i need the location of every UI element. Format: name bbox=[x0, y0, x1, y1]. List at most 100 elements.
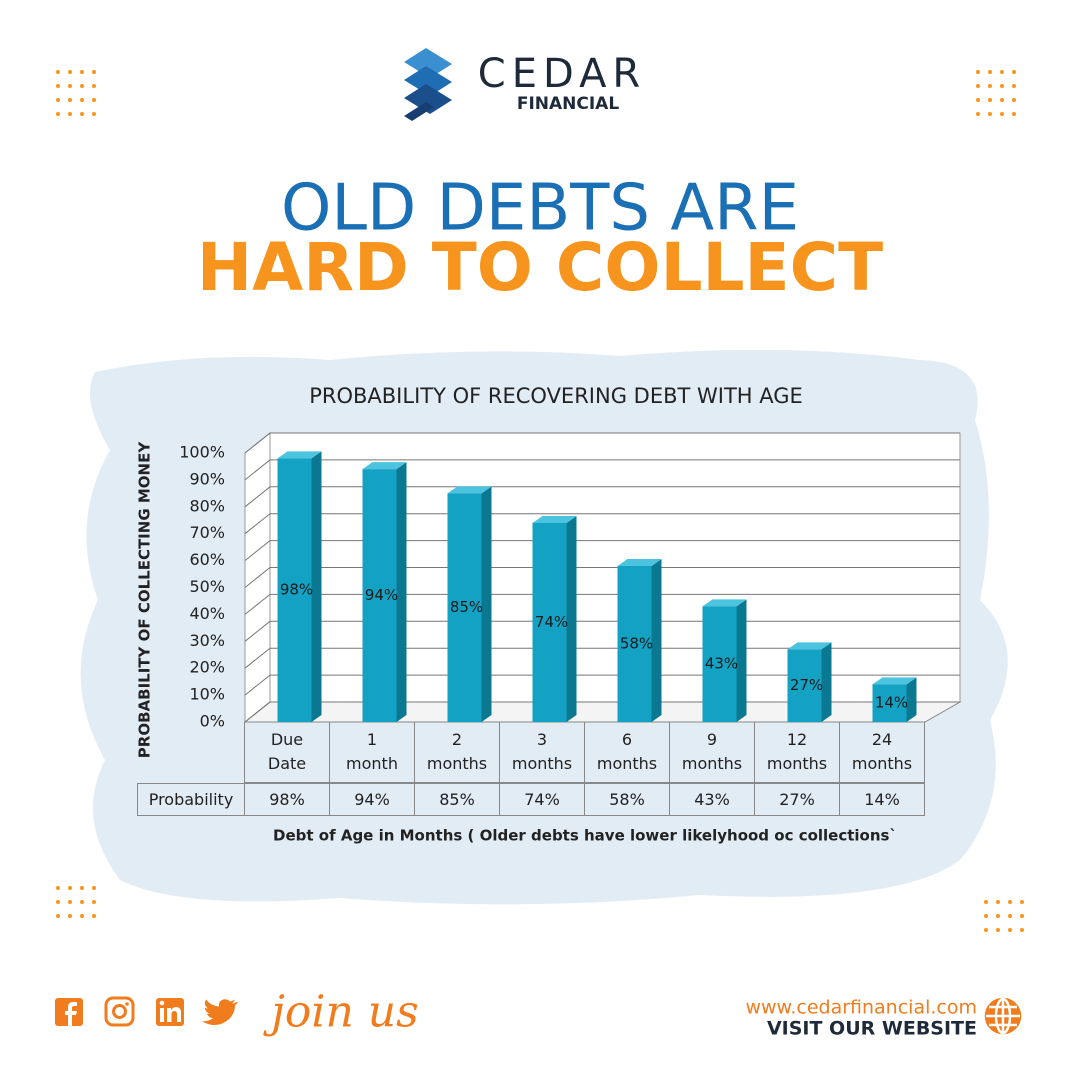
x-tick-label: 24 months bbox=[840, 722, 925, 783]
website-url[interactable]: www.cedarfinancial.com bbox=[745, 997, 977, 1019]
table-value-text: 94% bbox=[354, 789, 390, 809]
bar-top bbox=[787, 642, 832, 650]
bar-top bbox=[277, 451, 322, 459]
bar bbox=[787, 649, 822, 722]
value-label: 14% bbox=[875, 694, 908, 712]
x-axis-title: Debt of Age in Months ( Older debts have… bbox=[273, 827, 897, 845]
brand-sub: FINANCIAL bbox=[517, 94, 620, 114]
table-corner bbox=[137, 722, 245, 783]
bar bbox=[872, 684, 907, 722]
headline-line2: HARD TO COLLECT bbox=[197, 229, 883, 306]
x-tick-label-text: 6 months bbox=[596, 730, 658, 773]
y-tick-label: 0% bbox=[200, 712, 225, 731]
y-tick-label: 80% bbox=[189, 496, 225, 515]
website-cta[interactable]: VISIT OUR WEBSITE bbox=[767, 1018, 977, 1040]
grid-line bbox=[244, 486, 960, 508]
table-row-label: Probability bbox=[137, 783, 245, 816]
table-value-text: 85% bbox=[439, 789, 475, 809]
x-tick-label-text: 2 months bbox=[426, 730, 488, 773]
x-tick-label: 12 months bbox=[755, 722, 840, 783]
y-tick-label: 40% bbox=[189, 604, 225, 623]
bar-top bbox=[532, 515, 577, 523]
y-tick-label: 50% bbox=[189, 577, 225, 596]
x-tick-label: 9 months bbox=[670, 722, 755, 783]
y-tick-label: 90% bbox=[189, 469, 225, 488]
x-tick-label: 6 months bbox=[585, 722, 670, 783]
y-tick-label: 10% bbox=[189, 685, 225, 704]
table-value: 85% bbox=[415, 783, 500, 816]
x-tick-label: 3 months bbox=[500, 722, 585, 783]
y-tick-label: 70% bbox=[189, 523, 225, 542]
bar-top bbox=[872, 677, 917, 685]
value-label: 98% bbox=[280, 581, 313, 599]
y-tick-label: 60% bbox=[189, 550, 225, 569]
value-label: 27% bbox=[790, 676, 823, 694]
bar bbox=[617, 565, 652, 722]
table-value: 74% bbox=[500, 783, 585, 816]
table-value-text: 43% bbox=[694, 789, 730, 809]
bar-side bbox=[821, 642, 832, 722]
table-value-text: 58% bbox=[609, 789, 645, 809]
table-value-text: 14% bbox=[864, 789, 900, 809]
bar-side bbox=[736, 599, 747, 722]
x-tick-label-text: 12 months bbox=[766, 730, 828, 773]
chart-title: PROBABILITY OF RECOVERING DEBT WITH AGE bbox=[309, 384, 803, 408]
bar-side bbox=[481, 486, 492, 722]
value-label: 43% bbox=[705, 655, 738, 673]
x-tick-label-text: 24 months bbox=[851, 730, 913, 773]
bar bbox=[447, 493, 482, 722]
bar bbox=[277, 458, 312, 722]
bar-side bbox=[396, 462, 407, 722]
bar-side bbox=[566, 515, 577, 722]
table-row-label-text: Probability bbox=[148, 789, 234, 809]
x-tick-label: Due Date bbox=[245, 722, 330, 783]
value-label: 74% bbox=[535, 613, 568, 631]
bar-top bbox=[447, 486, 492, 494]
grid-line bbox=[244, 593, 960, 615]
bar bbox=[362, 469, 397, 722]
globe-icon bbox=[984, 997, 1022, 1035]
y-tick-label: 100% bbox=[179, 443, 225, 462]
table-value: 27% bbox=[755, 783, 840, 816]
join-us: join us bbox=[262, 987, 418, 1038]
grid-line bbox=[244, 432, 960, 454]
bar-top bbox=[362, 462, 407, 470]
y-tick-label: 20% bbox=[189, 658, 225, 677]
bar-side bbox=[651, 558, 662, 722]
bar bbox=[702, 606, 737, 722]
logo-icon bbox=[404, 48, 452, 121]
dot-grids bbox=[56, 70, 1024, 932]
grid-line bbox=[244, 567, 960, 588]
grid-line bbox=[244, 540, 960, 561]
x-tick-label-text: 9 months bbox=[681, 730, 743, 773]
bar-top bbox=[617, 558, 662, 566]
table-value: 58% bbox=[585, 783, 670, 816]
x-tick-label-text: Due Date bbox=[267, 730, 307, 773]
table-value-text: 27% bbox=[779, 789, 815, 809]
x-tick-label: 2 months bbox=[415, 722, 500, 783]
bar-top bbox=[702, 599, 747, 607]
table-value-text: 74% bbox=[524, 789, 560, 809]
table-value: 94% bbox=[330, 783, 415, 816]
x-tick-label-text: 3 months bbox=[511, 730, 573, 773]
x-tick-label: 1 month bbox=[330, 722, 415, 783]
y-axis-title: PROBABILITY OF COLLECTING MONEY bbox=[136, 441, 154, 759]
brand: CEDAR bbox=[478, 51, 646, 97]
plot-floor bbox=[243, 701, 962, 723]
table-value: 98% bbox=[245, 783, 330, 816]
value-label: 58% bbox=[620, 634, 653, 652]
grid-line bbox=[244, 459, 960, 481]
headline-line1: OLD DEBTS ARE bbox=[281, 172, 799, 246]
data-table: Due Date 1 month 2 months 3 months 6 months 9… bbox=[137, 722, 925, 816]
table-value: 43% bbox=[670, 783, 755, 816]
table-value-text: 98% bbox=[269, 789, 305, 809]
bar-side bbox=[906, 677, 917, 722]
social-icons bbox=[55, 996, 238, 1027]
value-label: 85% bbox=[450, 598, 483, 616]
grid-line bbox=[244, 513, 960, 535]
bar-side bbox=[311, 451, 322, 722]
value-label: 94% bbox=[365, 586, 398, 604]
x-tick-label-text: 1 month bbox=[346, 730, 398, 773]
